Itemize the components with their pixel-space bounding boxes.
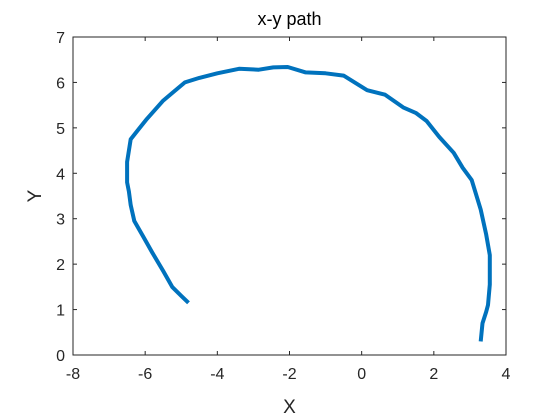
x-tick-label: -8	[66, 366, 80, 383]
x-axis-label: X	[283, 397, 296, 418]
y-tick-label: 2	[56, 257, 65, 274]
y-tick-label: 5	[56, 121, 65, 138]
chart-title: x-y path	[257, 9, 321, 29]
y-tick-label: 0	[56, 348, 65, 365]
y-axis-label: Y	[25, 189, 46, 202]
x-tick-label: -4	[210, 366, 224, 383]
x-tick-label: -6	[138, 366, 152, 383]
y-tick-label: 7	[56, 30, 65, 47]
y-tick-label: 3	[56, 212, 65, 229]
y-tick-label: 1	[56, 303, 65, 320]
x-tick-label: 0	[357, 366, 366, 383]
plot-area	[73, 37, 506, 355]
x-tick-label: 2	[429, 366, 438, 383]
x-tick-label: 4	[502, 366, 511, 383]
x-tick-label: -2	[282, 366, 296, 383]
y-tick-label: 4	[56, 166, 65, 183]
y-tick-label: 6	[56, 75, 65, 92]
